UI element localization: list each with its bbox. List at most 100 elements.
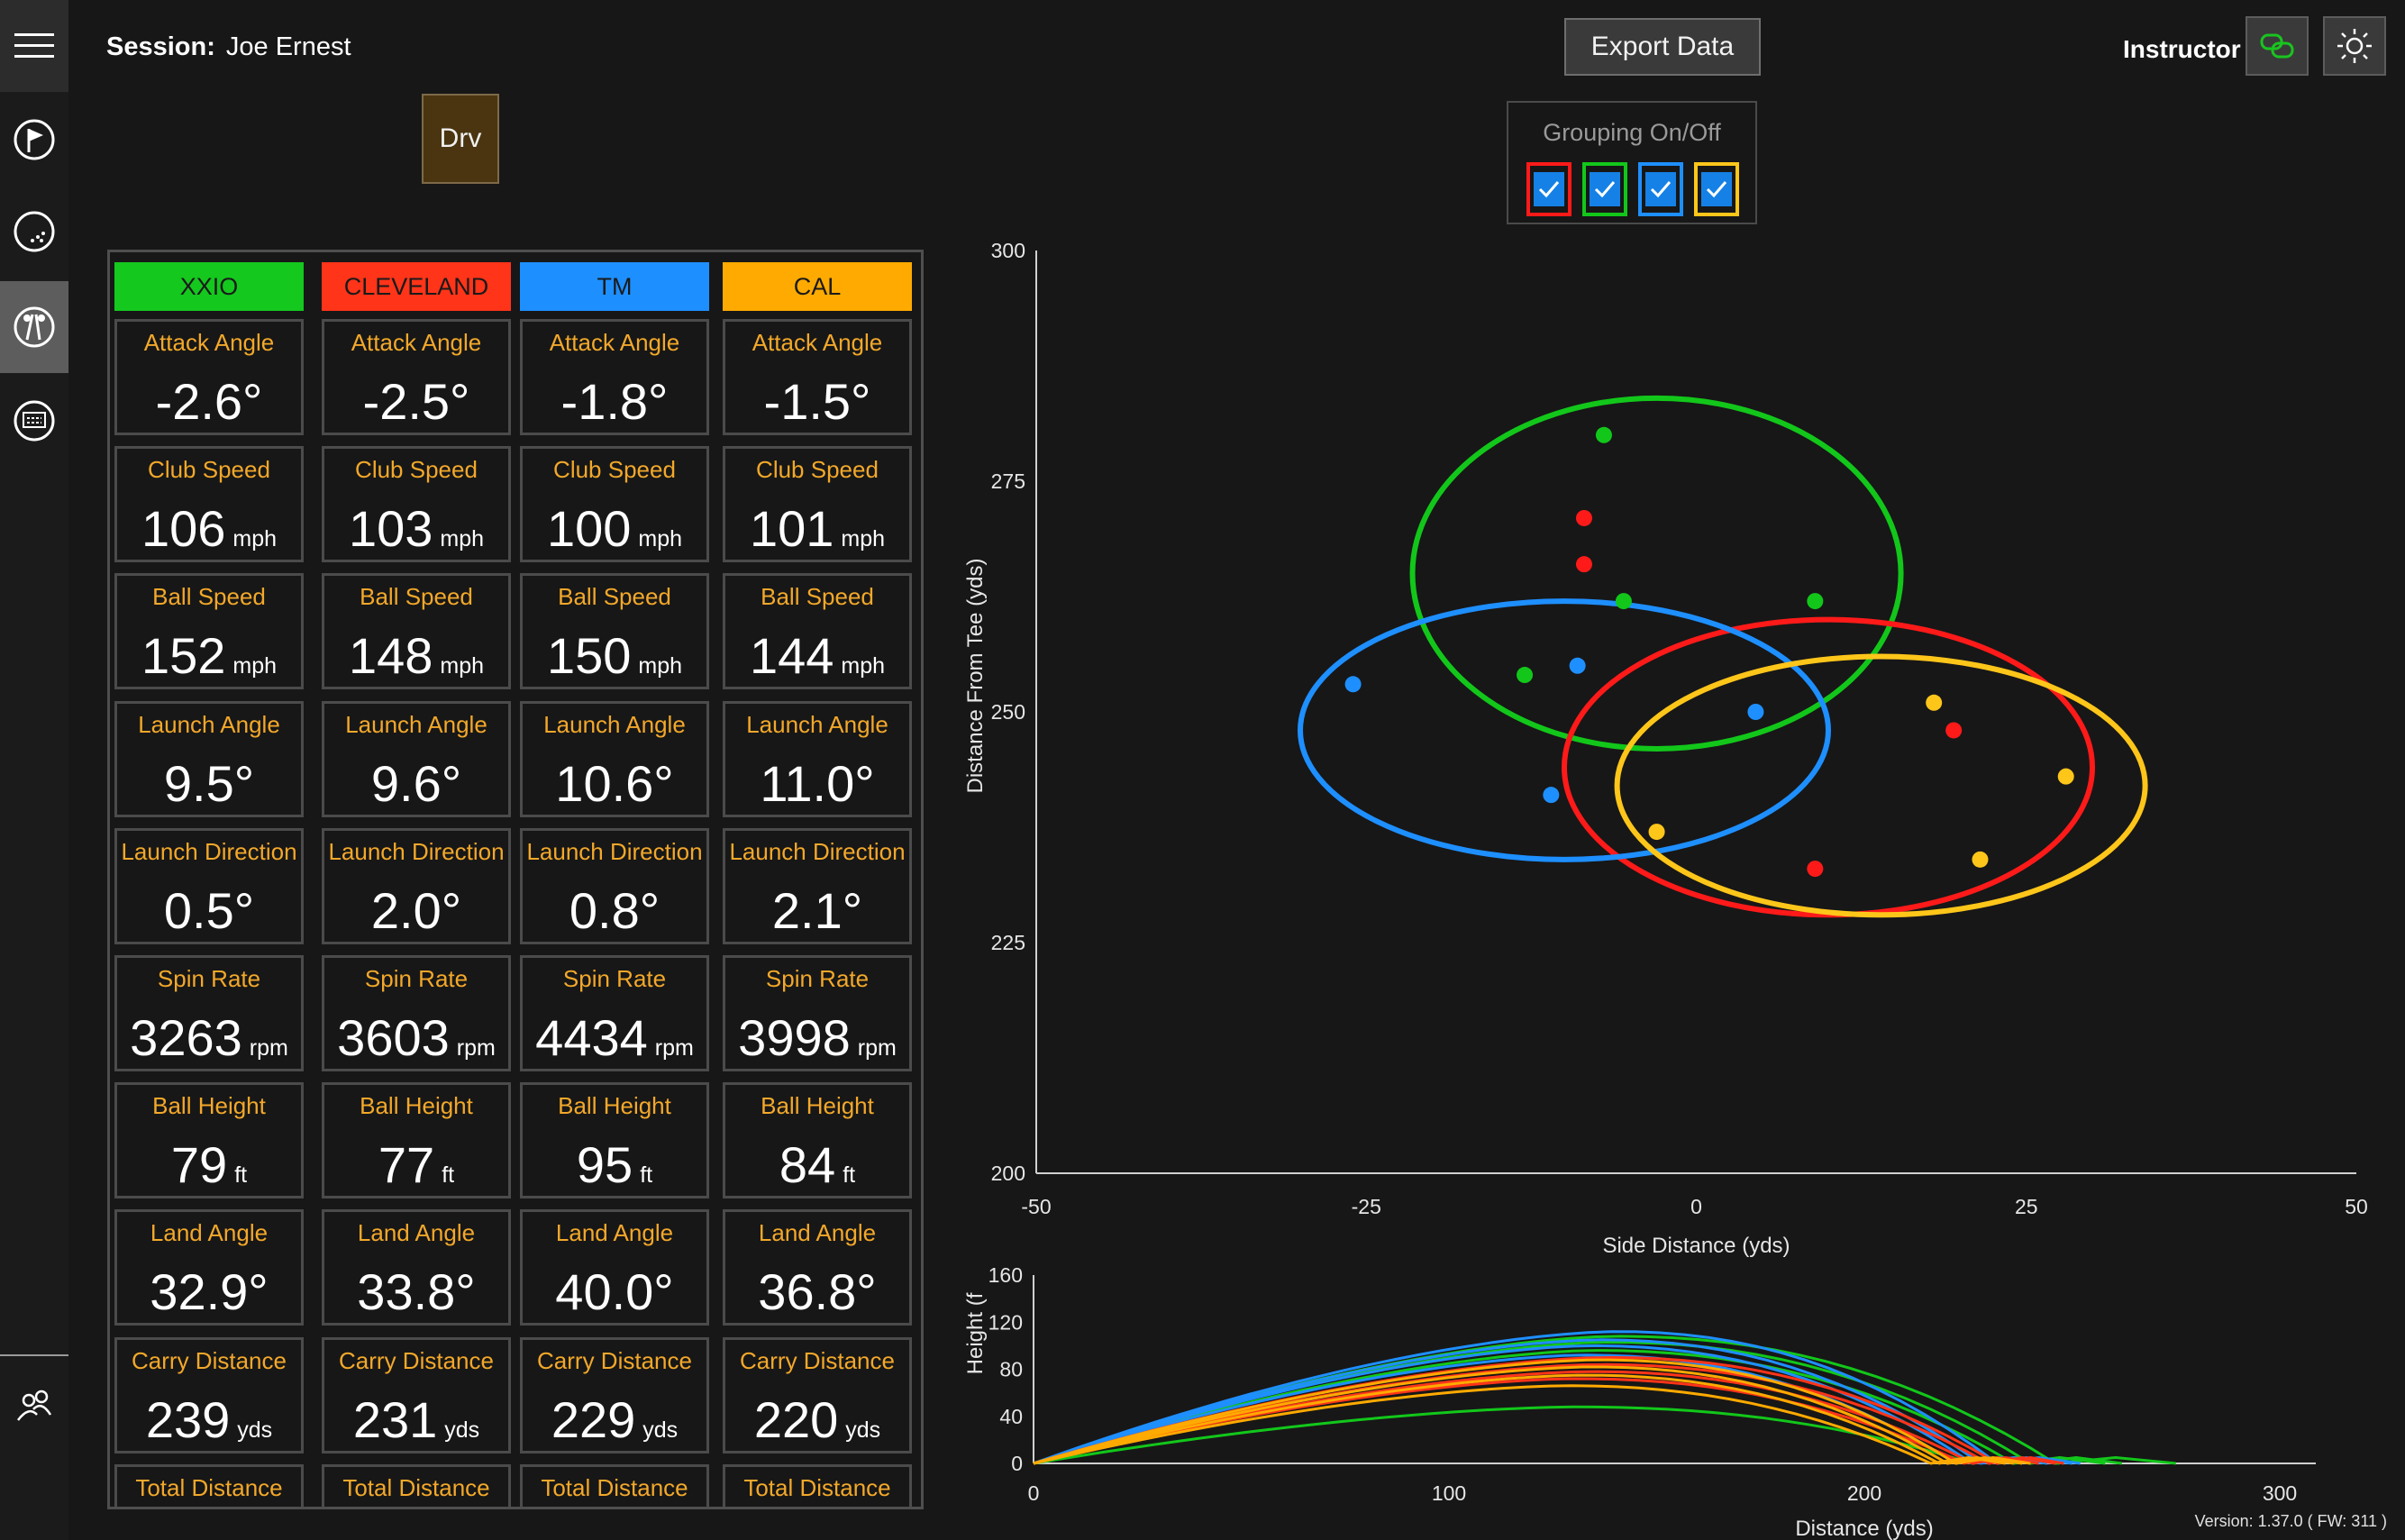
- trajectory-line: [1033, 1365, 2023, 1465]
- stat-label: Attack Angle: [351, 329, 482, 356]
- stat-value: 239: [145, 1390, 231, 1448]
- y-axis-label: Distance From Tee (yds): [963, 559, 988, 794]
- stat-value: 4434: [535, 1009, 648, 1066]
- sidebar-item-users[interactable]: [0, 1361, 68, 1453]
- stat-value: 3603: [337, 1009, 450, 1066]
- column-header[interactable]: CAL: [723, 262, 912, 311]
- stat-value: 79: [170, 1136, 228, 1194]
- shot-point[interactable]: [1972, 851, 1989, 868]
- stat-cell: Carry Distance 229 yds: [520, 1336, 709, 1453]
- shot-point[interactable]: [1807, 861, 1824, 878]
- shot-point[interactable]: [1543, 787, 1560, 804]
- brightness-button[interactable]: [2323, 16, 2386, 76]
- stat-cell: Attack Angle -1.8°: [520, 319, 709, 435]
- x-tick-label: 100: [1432, 1481, 1466, 1505]
- export-data-button[interactable]: Export Data: [1564, 18, 1761, 76]
- x-tick-label: 0: [1028, 1481, 1040, 1505]
- stat-label: Carry Distance: [740, 1346, 895, 1374]
- club-select-button[interactable]: Drv: [422, 94, 499, 184]
- stat-cell: Total Distance: [520, 1463, 709, 1507]
- grouping-toggle-red[interactable]: [1526, 162, 1571, 216]
- stat-value: -1.5°: [763, 373, 871, 430]
- stat-unit: mph: [638, 526, 683, 552]
- stat-label: Ball Speed: [558, 583, 671, 611]
- stat-label: Ball Speed: [152, 583, 266, 611]
- stat-label: Land Angle: [555, 1219, 674, 1247]
- shot-point[interactable]: [1569, 657, 1586, 674]
- shot-point[interactable]: [1615, 593, 1632, 610]
- stat-value: 231: [352, 1390, 438, 1448]
- stat-label: Spin Rate: [364, 965, 469, 992]
- sidebar-item-display[interactable]: [0, 375, 68, 467]
- link-icon: [2260, 33, 2294, 59]
- shot-point[interactable]: [1648, 824, 1665, 841]
- stat-label: Spin Rate: [157, 965, 261, 992]
- stat-label: Ball Speed: [761, 583, 874, 611]
- shot-point[interactable]: [1807, 593, 1824, 610]
- shot-point[interactable]: [1945, 722, 1963, 739]
- checkmark-icon: [1706, 181, 1727, 198]
- shot-point[interactable]: [1575, 556, 1592, 573]
- grouping-toggle-green[interactable]: [1582, 162, 1627, 216]
- x-tick-label: 200: [1847, 1481, 1881, 1505]
- y-tick-label: 225: [991, 931, 1025, 954]
- x-tick-label: -50: [1021, 1195, 1051, 1218]
- stat-cell: Attack Angle -2.6°: [114, 319, 304, 435]
- stat-unit: rpm: [249, 1035, 288, 1061]
- trajectory-line: [1033, 1338, 2072, 1465]
- group-ellipse: [1409, 395, 1904, 752]
- grouping-toggle-blue[interactable]: [1638, 162, 1683, 216]
- stat-label: Land Angle: [150, 1219, 269, 1247]
- stat-unit: mph: [638, 653, 683, 679]
- stat-cell: Ball Speed 148 mph: [322, 573, 511, 690]
- checkmark-icon: [1594, 181, 1616, 198]
- stat-cell: Carry Distance 239 yds: [114, 1336, 304, 1453]
- sidebar-item-course[interactable]: [0, 94, 68, 186]
- shot-point[interactable]: [1575, 509, 1592, 526]
- shot-point[interactable]: [1926, 694, 1943, 711]
- shot-point[interactable]: [1344, 676, 1362, 693]
- grouping-toggle-yellow[interactable]: [1694, 162, 1739, 216]
- sidebar-item-clubs[interactable]: [0, 281, 68, 373]
- stat-value: 77: [378, 1136, 435, 1194]
- club-stats-table: XXIO CLEVELAND TM CAL Attack Angle -2.6° Attac…: [107, 250, 924, 1509]
- stat-unit: rpm: [456, 1035, 496, 1061]
- stat-cell: Total Distance: [723, 1463, 912, 1507]
- stat-label: Launch Direction: [526, 837, 703, 865]
- stat-cell: Attack Angle -2.5°: [322, 319, 511, 435]
- stat-value: 3263: [130, 1009, 242, 1066]
- stat-value: 100: [546, 500, 632, 558]
- trajectory-line: [1033, 1373, 2015, 1465]
- stat-cell: Launch Direction 0.5°: [114, 827, 304, 944]
- trajectory-line: [1033, 1344, 2056, 1465]
- column-header[interactable]: CLEVELAND: [322, 262, 511, 311]
- column-header[interactable]: TM: [520, 262, 709, 311]
- stat-label: Land Angle: [357, 1219, 476, 1247]
- sidebar-item-ball[interactable]: [0, 186, 68, 278]
- stat-unit: ft: [442, 1162, 455, 1189]
- shot-point[interactable]: [1747, 704, 1764, 720]
- stat-unit: yds: [845, 1417, 881, 1443]
- stat-label: Club Speed: [756, 456, 879, 484]
- group-ellipse: [1562, 616, 2095, 918]
- y-tick-label: 300: [991, 239, 1025, 262]
- stat-value: 150: [546, 627, 632, 685]
- stat-label: Ball Height: [558, 1092, 671, 1120]
- users-icon: [17, 1390, 52, 1421]
- stat-cell: Ball Height 95 ft: [520, 1082, 709, 1199]
- stat-cell: Club Speed 103 mph: [322, 446, 511, 563]
- y-tick-label: 120: [988, 1310, 1023, 1334]
- stat-cell: Spin Rate 4434 rpm: [520, 955, 709, 1071]
- shot-point[interactable]: [1517, 667, 1534, 684]
- stat-cell: Launch Direction 2.0°: [322, 827, 511, 944]
- shot-point[interactable]: [2057, 768, 2074, 785]
- column-header[interactable]: XXIO: [114, 262, 304, 311]
- x-tick-label: 300: [2263, 1481, 2297, 1505]
- stat-cell: Ball Height 79 ft: [114, 1082, 304, 1199]
- stat-unit: rpm: [654, 1035, 694, 1061]
- shot-point[interactable]: [1595, 426, 1612, 443]
- connection-button[interactable]: [2246, 16, 2309, 76]
- menu-button[interactable]: [0, 0, 68, 92]
- stat-label: Launch Direction: [121, 837, 297, 865]
- stat-label: Spin Rate: [562, 965, 667, 992]
